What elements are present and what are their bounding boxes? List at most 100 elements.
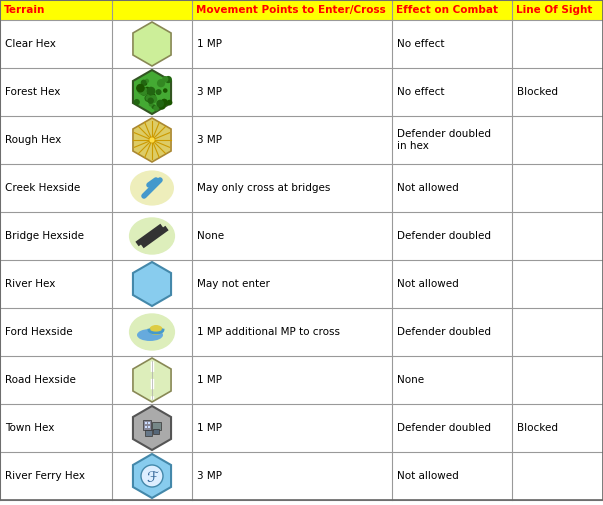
- Text: Bridge Hexside: Bridge Hexside: [5, 231, 84, 241]
- Bar: [0, 308, 603, 356]
- Bar: [0, 0, 603, 20]
- Circle shape: [134, 99, 140, 105]
- Circle shape: [148, 97, 154, 104]
- Bar: [0, 404, 603, 452]
- Text: Rough Hex: Rough Hex: [5, 135, 62, 145]
- Text: River Ferry Hex: River Ferry Hex: [5, 471, 85, 481]
- Circle shape: [151, 105, 156, 109]
- Circle shape: [153, 106, 159, 111]
- Circle shape: [141, 87, 147, 93]
- Text: Clear Hex: Clear Hex: [5, 39, 56, 49]
- Bar: [148, 426, 150, 428]
- Bar: [153, 429, 159, 434]
- Polygon shape: [133, 118, 171, 162]
- Circle shape: [156, 89, 162, 95]
- Circle shape: [148, 93, 156, 100]
- Text: 1 MP additional MP to cross: 1 MP additional MP to cross: [197, 327, 340, 337]
- Circle shape: [145, 94, 152, 102]
- Text: Movement Points to Enter/Cross: Movement Points to Enter/Cross: [196, 5, 386, 15]
- Bar: [145, 430, 152, 436]
- Text: Defender doubled: Defender doubled: [397, 423, 491, 433]
- Text: ℱ: ℱ: [146, 470, 158, 484]
- Polygon shape: [133, 70, 171, 114]
- Polygon shape: [133, 262, 171, 306]
- Text: River Hex: River Hex: [5, 279, 55, 289]
- Text: Line Of Sight: Line Of Sight: [516, 5, 592, 15]
- Circle shape: [144, 87, 151, 94]
- Text: 1 MP: 1 MP: [197, 423, 222, 433]
- Polygon shape: [133, 406, 171, 450]
- Bar: [148, 422, 150, 424]
- Text: Defender doubled: Defender doubled: [397, 231, 491, 241]
- Text: Not allowed: Not allowed: [397, 279, 459, 289]
- Circle shape: [162, 99, 167, 105]
- Bar: [0, 356, 603, 404]
- Circle shape: [149, 137, 155, 143]
- Text: Ford Hexside: Ford Hexside: [5, 327, 72, 337]
- Text: 1 MP: 1 MP: [197, 375, 222, 385]
- Text: Defender doubled: Defender doubled: [397, 327, 491, 337]
- Bar: [0, 260, 603, 308]
- Bar: [143, 420, 151, 430]
- Circle shape: [149, 102, 153, 107]
- Text: None: None: [397, 375, 424, 385]
- Circle shape: [156, 99, 164, 108]
- Text: May only cross at bridges: May only cross at bridges: [197, 183, 330, 193]
- Circle shape: [165, 76, 172, 83]
- Text: No effect: No effect: [397, 39, 444, 49]
- Text: Not allowed: Not allowed: [397, 183, 459, 193]
- Ellipse shape: [149, 325, 163, 335]
- Text: No effect: No effect: [397, 87, 444, 97]
- Text: Blocked: Blocked: [517, 87, 558, 97]
- Circle shape: [141, 465, 163, 487]
- Text: Creek Hexside: Creek Hexside: [5, 183, 80, 193]
- Circle shape: [162, 76, 168, 82]
- Circle shape: [137, 86, 143, 92]
- Text: Blocked: Blocked: [517, 423, 558, 433]
- Circle shape: [159, 102, 166, 110]
- Circle shape: [160, 98, 168, 106]
- Circle shape: [163, 88, 168, 93]
- Text: Effect on Combat: Effect on Combat: [396, 5, 498, 15]
- Polygon shape: [133, 22, 171, 66]
- Circle shape: [140, 87, 148, 95]
- Ellipse shape: [129, 217, 175, 255]
- Text: Town Hex: Town Hex: [5, 423, 54, 433]
- Circle shape: [148, 94, 157, 104]
- Bar: [145, 426, 147, 428]
- Bar: [0, 164, 603, 212]
- Text: 1 MP: 1 MP: [197, 39, 222, 49]
- Circle shape: [137, 86, 146, 94]
- Bar: [152, 422, 161, 430]
- Text: Terrain: Terrain: [4, 5, 45, 15]
- Bar: [0, 116, 603, 164]
- Bar: [0, 68, 603, 116]
- Circle shape: [140, 80, 147, 85]
- Ellipse shape: [130, 170, 174, 206]
- Bar: [145, 422, 147, 424]
- Ellipse shape: [137, 329, 163, 341]
- Polygon shape: [133, 454, 171, 498]
- Circle shape: [166, 99, 172, 106]
- Text: None: None: [197, 231, 224, 241]
- Text: Forest Hex: Forest Hex: [5, 87, 60, 97]
- Polygon shape: [133, 358, 171, 402]
- Circle shape: [145, 79, 149, 83]
- Text: Not allowed: Not allowed: [397, 471, 459, 481]
- Bar: [0, 20, 603, 68]
- Ellipse shape: [129, 313, 175, 350]
- Text: May not enter: May not enter: [197, 279, 270, 289]
- Circle shape: [143, 81, 147, 86]
- Circle shape: [157, 79, 165, 87]
- Circle shape: [136, 84, 145, 92]
- Circle shape: [140, 88, 147, 95]
- Text: 3 MP: 3 MP: [197, 87, 222, 97]
- Bar: [0, 212, 603, 260]
- Text: Defender doubled
in hex: Defender doubled in hex: [397, 129, 491, 151]
- Text: Road Hexside: Road Hexside: [5, 375, 76, 385]
- Text: 3 MP: 3 MP: [197, 471, 222, 481]
- Circle shape: [145, 95, 152, 101]
- Text: 3 MP: 3 MP: [197, 135, 222, 145]
- Circle shape: [147, 87, 156, 95]
- Bar: [0, 452, 603, 500]
